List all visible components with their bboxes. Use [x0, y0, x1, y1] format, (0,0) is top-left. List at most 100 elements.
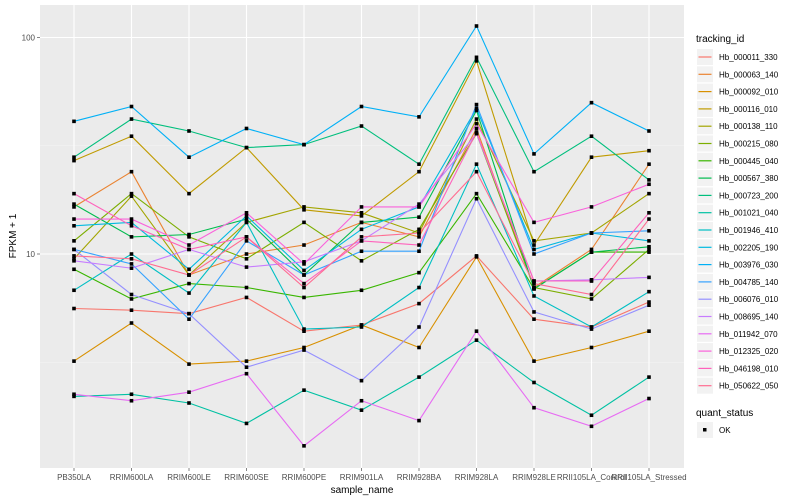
legend-item: Hb_004785_140 [697, 273, 779, 290]
data-point-Hb_011942_070 [129, 398, 134, 403]
data-point-Hb_046198_010 [532, 279, 536, 283]
data-point-Hb_000445_040 [187, 281, 191, 286]
data-point-Hb_000567_380 [129, 235, 134, 239]
data-point-Hb_000063_140 [417, 235, 421, 239]
x-tick-label: PB350LA [57, 473, 91, 482]
data-point-Hb_011942_070 [72, 392, 76, 397]
data-point-Hb_000092_010 [647, 329, 651, 333]
legend-item: Hb_000567_380 [697, 170, 779, 187]
data-point-Hb_000092_010 [417, 345, 421, 350]
x-tick-label: RRII105LA_Control [557, 473, 627, 482]
x-tick-label: RRIM600PE [282, 473, 326, 482]
data-point-Hb_003976_030 [417, 115, 421, 119]
legend-label: Hb_011942_070 [719, 330, 778, 339]
data-point-Hb_003976_030 [302, 142, 306, 147]
data-point-Hb_050622_050 [589, 292, 594, 297]
y-tick-label: 10 [26, 250, 35, 259]
data-point-Hb_012325_020 [417, 205, 421, 209]
data-point-Hb_000215_080 [129, 191, 134, 196]
data-point-Hb_004785_140 [187, 317, 191, 321]
data-point-Hb_000116_010 [647, 148, 651, 153]
data-point-Hb_000063_140 [302, 243, 306, 247]
data-point-Hb_000138_110 [72, 257, 76, 261]
data-point-Hb_006076_010 [302, 348, 306, 352]
data-point-Hb_006076_010 [589, 327, 594, 331]
data-point-Hb_046198_010 [129, 223, 134, 228]
data-point-Hb_001946_410 [647, 289, 651, 294]
data-point-Hb_001021_040 [417, 375, 421, 379]
data-point-Hb_000723_200 [359, 124, 364, 128]
legend-label: Hb_008695_140 [719, 313, 779, 322]
data-point-Hb_000116_010 [187, 191, 191, 196]
data-point-Hb_001946_410 [417, 285, 421, 290]
legend-label: Hb_000138_110 [719, 122, 778, 131]
data-point-Hb_000092_010 [474, 255, 479, 259]
data-point-Hb_006076_010 [474, 196, 479, 201]
data-point-Hb_001021_040 [72, 394, 76, 399]
data-point-Hb_008695_140 [417, 202, 421, 206]
data-point-Hb_000723_200 [474, 55, 479, 60]
data-point-Hb_000116_010 [532, 243, 536, 247]
data-point-Hb_000215_080 [244, 257, 249, 261]
data-point-Hb_008695_140 [244, 265, 249, 269]
y-tick-label: 100 [22, 34, 36, 43]
legend-label: Hb_001021_040 [719, 209, 779, 218]
data-point-Hb_000138_110 [359, 210, 364, 215]
data-point-Hb_003976_030 [532, 152, 536, 156]
data-point-Hb_003976_030 [72, 119, 76, 124]
data-point-Hb_004785_140 [359, 249, 364, 254]
data-point-Hb_046198_010 [647, 210, 651, 215]
legend-label: Hb_000567_380 [719, 174, 779, 183]
data-point-Hb_000567_380 [359, 220, 364, 225]
data-point-Hb_000011_330 [302, 329, 306, 333]
x-tick-label: RRIM928LA [455, 473, 499, 482]
data-point-Hb_002205_190 [359, 227, 364, 232]
data-point-Hb_001946_410 [72, 288, 76, 293]
data-point-Hb_000445_040 [72, 267, 76, 272]
data-point-Hb_012325_020 [647, 182, 651, 187]
data-point-Hb_001021_040 [647, 375, 651, 379]
series-points [72, 24, 651, 448]
data-point-Hb_000116_010 [589, 155, 594, 159]
data-point-Hb_006076_010 [647, 303, 651, 308]
legend-item: Hb_050622_050 [697, 377, 779, 394]
data-point-Hb_006076_010 [187, 311, 191, 316]
data-point-Hb_011942_070 [187, 390, 191, 394]
x-axis-title: sample_name [331, 485, 394, 496]
data-point-Hb_011942_070 [474, 329, 479, 333]
legend-item: Hb_006076_010 [697, 291, 779, 308]
data-point-Hb_001946_410 [359, 325, 364, 329]
data-point-Hb_003976_030 [359, 104, 364, 109]
data-point-Hb_008695_140 [72, 259, 76, 263]
data-point-Hb_000723_200 [647, 178, 651, 182]
data-point-Hb_000138_110 [532, 239, 536, 243]
y-axis-title: FPKM + 1 [8, 213, 19, 258]
data-point-Hb_000138_110 [129, 194, 134, 198]
data-point-Hb_000215_080 [302, 220, 306, 225]
legend-shape-square [703, 428, 707, 432]
data-point-Hb_000567_380 [244, 217, 249, 221]
legend-item: Hb_000138_110 [697, 118, 778, 135]
data-point-Hb_000723_200 [187, 129, 191, 133]
data-point-Hb_006076_010 [417, 325, 421, 329]
data-point-Hb_011942_070 [589, 424, 594, 429]
data-point-Hb_003976_030 [647, 129, 651, 133]
data-point-Hb_000063_140 [129, 169, 134, 174]
data-point-Hb_050622_050 [647, 217, 651, 221]
data-point-Hb_000567_380 [72, 202, 76, 206]
data-point-Hb_004785_140 [647, 228, 651, 233]
data-point-Hb_011942_070 [302, 444, 306, 448]
x-tick-label: RRIM928LE [512, 473, 556, 482]
data-point-Hb_003976_030 [187, 155, 191, 159]
data-point-Hb_046198_010 [417, 243, 421, 247]
data-point-Hb_004785_140 [589, 231, 594, 235]
data-point-Hb_011942_070 [359, 398, 364, 403]
x-tick-label: RRIM600LE [167, 473, 211, 482]
data-point-Hb_011942_070 [244, 371, 249, 376]
legend-item: Hb_001021_040 [697, 204, 779, 221]
data-point-Hb_000567_380 [187, 232, 191, 237]
data-point-Hb_000215_080 [359, 259, 364, 263]
legend-label: Hb_050622_050 [719, 382, 779, 391]
data-point-Hb_006076_010 [359, 378, 364, 383]
data-point-Hb_050622_050 [187, 273, 191, 277]
